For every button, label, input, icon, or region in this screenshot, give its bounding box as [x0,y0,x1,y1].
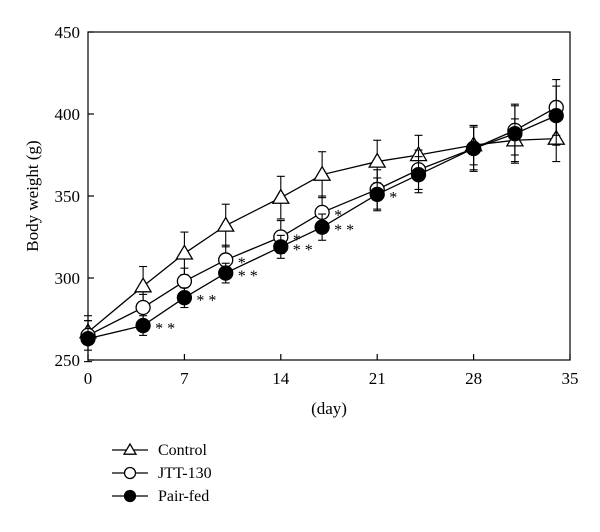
significance-mark: * * [334,222,354,239]
x-tick-label: 0 [84,369,93,388]
significance-mark: * * [238,268,258,285]
data-point [507,126,523,142]
data-point [176,273,193,289]
x-tick-label: 14 [272,369,290,388]
y-tick-label: 350 [55,187,81,206]
y-tick-label: 250 [55,351,81,370]
legend-marker [123,466,137,480]
x-tick-label: 7 [180,369,189,388]
y-axis-title: Body weight (g) [23,140,42,251]
legend-label: Control [158,442,207,459]
data-point [80,331,96,347]
data-point [548,107,564,124]
data-point [218,265,234,281]
x-tick-label: 28 [465,369,482,388]
data-point [410,167,427,183]
data-point [175,244,194,260]
y-tick-label: 400 [55,105,81,124]
data-point [135,317,151,334]
data-point [133,276,153,293]
legend-marker [123,489,137,503]
data-point [314,219,330,235]
data-point [369,186,385,203]
plot-frame [87,31,571,361]
significance-mark: * * [196,293,216,310]
data-point [135,299,151,316]
series-pair-fed [80,85,564,363]
x-tick-label: 35 [562,369,579,388]
data-point [368,152,387,168]
significance-mark: * [293,232,301,249]
significance-mark: * [238,255,246,272]
y-tick-label: 300 [55,269,81,288]
y-tick-label: 450 [55,23,81,42]
significance-mark: * [389,189,397,206]
legend-label: Pair-fed [158,488,209,505]
data-point [176,290,193,306]
data-point [273,239,289,255]
data-point [271,188,290,204]
x-axis-title: (day) [311,399,347,418]
legend-item: Control [112,442,207,459]
significance-mark: * [334,207,342,224]
data-point [465,140,482,157]
significance-mark: * * [293,242,313,259]
legend-label: JTT-130 [158,465,212,482]
legend: Control JTT-130 Pair-fed [112,442,212,505]
x-tick-label: 21 [369,369,386,388]
legend-marker [122,442,138,455]
legend-item: Pair-fed [112,488,209,505]
data-point [312,165,332,181]
significance-mark: * * [155,321,175,338]
data-point [216,216,235,232]
legend-item: JTT-130 [112,465,212,482]
